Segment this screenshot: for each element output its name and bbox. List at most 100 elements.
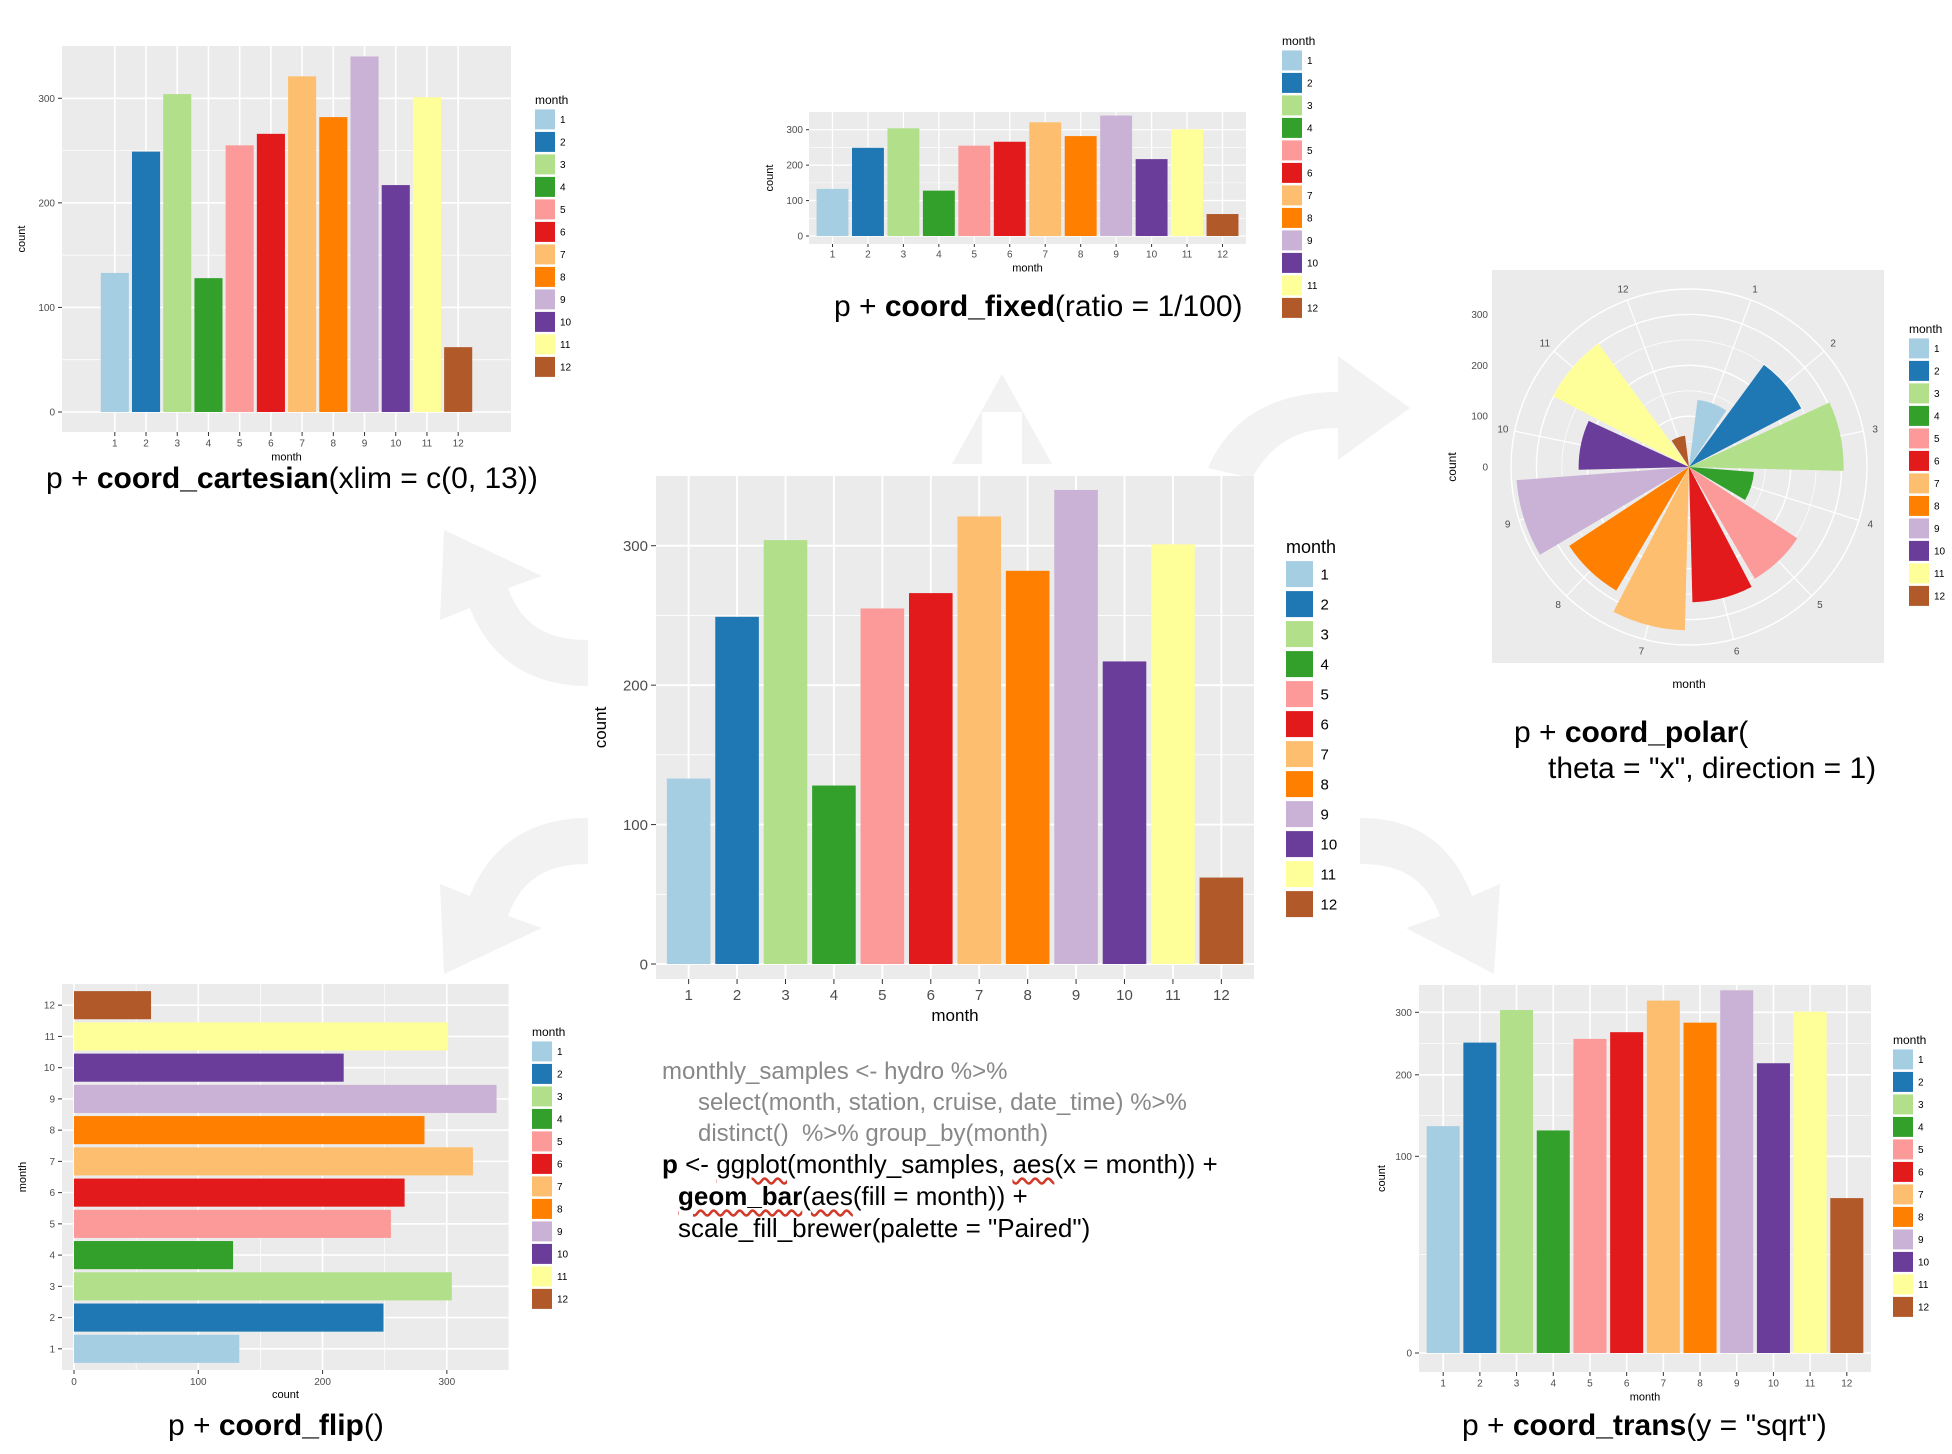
bar-month-3: [887, 128, 920, 236]
x-axis-title: count: [272, 1389, 299, 1401]
wedge-month-2: [1689, 364, 1802, 467]
y-tick-label-200: 200: [786, 161, 803, 172]
theta-label-8: 8: [1555, 600, 1561, 611]
legend-label-1: 1: [1918, 1055, 1924, 1066]
legend-label-5: 5: [1918, 1145, 1924, 1156]
wedge-month-11: [1553, 343, 1689, 467]
legend-label-11: 11: [1934, 569, 1945, 580]
wedge-month-8: [1569, 467, 1689, 591]
legend-label-8: 8: [1307, 214, 1313, 225]
month-tick-label-3: 3: [49, 1282, 55, 1293]
legend-swatch-4: [1286, 651, 1313, 678]
caption-coord-polar-line2: theta = "x", direction = 1): [1548, 752, 1876, 786]
bar-month-2: [852, 147, 884, 236]
legend-label-1: 1: [1321, 567, 1329, 584]
bar-month-12: [1830, 1198, 1864, 1353]
caption-cartesian-post: (xlim = c(0, 13)): [328, 462, 538, 495]
bar-month-9: [74, 1084, 497, 1113]
bar-month-10: [381, 185, 410, 412]
radius-tick-label-200: 200: [1471, 361, 1488, 372]
legend-label-9: 9: [1918, 1235, 1924, 1246]
month-tick-label-1: 1: [49, 1344, 55, 1355]
legend-label-10: 10: [557, 1250, 569, 1261]
code-line-6: scale_fill_brewer(palette = "Paired"): [678, 1213, 1091, 1243]
legend-title: month: [535, 93, 568, 107]
wedge-month-5: [1689, 467, 1798, 579]
code-aes-args-1: (x = month)) +: [1054, 1149, 1218, 1179]
legend-swatch-1: [1282, 50, 1302, 71]
bar-month-4: [922, 190, 955, 236]
legend-swatch-2: [1286, 591, 1313, 618]
bar-month-11: [1171, 129, 1203, 236]
legend-swatch-11: [535, 334, 555, 355]
bar-month-4: [812, 785, 856, 964]
legend-swatch-1: [1893, 1049, 1913, 1070]
legend-swatch-10: [1909, 540, 1929, 561]
y-tick-label-100: 100: [623, 817, 648, 834]
legend-swatch-5: [535, 199, 555, 220]
theta-label-12: 12: [1617, 284, 1629, 295]
month-tick-label-4: 4: [49, 1251, 55, 1262]
y-tick-label-100: 100: [1395, 1152, 1412, 1163]
caption-flip-pre: p +: [168, 1409, 219, 1442]
legend-swatch-1: [1286, 561, 1313, 588]
legend-swatch-7: [1893, 1184, 1913, 1205]
legend-swatch-10: [1893, 1251, 1913, 1272]
caption-fixed-fn: coord_fixed: [884, 290, 1055, 323]
y-axis-title: count: [591, 706, 610, 748]
legend-label-12: 12: [560, 363, 572, 374]
x-tick-label-2: 2: [1477, 1379, 1483, 1390]
legend-label-11: 11: [560, 340, 571, 351]
x-tick-label-7: 7: [299, 439, 305, 450]
caption-cartesian-pre: p +: [46, 462, 97, 495]
count-tick-label-0: 0: [71, 1377, 77, 1388]
legend-label-4: 4: [1918, 1123, 1924, 1134]
arrow-to-flip: [440, 818, 588, 974]
legend-swatch-7: [1282, 185, 1302, 206]
bar-month-6: [993, 141, 1026, 236]
code-line-1: monthly_samples <- hydro %>%: [662, 1058, 1008, 1085]
legend-label-3: 3: [560, 160, 566, 171]
legend-label-7: 7: [1934, 479, 1940, 490]
legend-label-7: 7: [1918, 1190, 1924, 1201]
bar-month-8: [319, 117, 348, 412]
bar-month-10: [1102, 661, 1147, 964]
legend-title: month: [1909, 322, 1942, 336]
x-tick-label-4: 4: [936, 250, 942, 261]
month-tick-label-12: 12: [44, 1001, 56, 1012]
wedge-month-4: [1689, 467, 1754, 501]
bar-month-3: [163, 94, 192, 413]
legend-label-9: 9: [557, 1227, 563, 1238]
legend-swatch-8: [535, 266, 555, 287]
legend-swatch-4: [1893, 1116, 1913, 1137]
legend-swatch-2: [1282, 72, 1302, 93]
legend-swatch-10: [532, 1243, 552, 1264]
legend-swatch-9: [1909, 518, 1929, 539]
legend-label-6: 6: [1321, 717, 1329, 734]
legend-swatch-3: [1909, 383, 1929, 404]
legend-swatch-12: [535, 356, 555, 377]
code-line-2: select(month, station, cruise, date_time…: [698, 1089, 1187, 1116]
month-tick-label-11: 11: [45, 1032, 56, 1043]
legend-label-11: 11: [1918, 1280, 1929, 1291]
legend-swatch-1: [532, 1041, 552, 1062]
bar-month-6: [908, 593, 953, 964]
y-axis-title: count: [16, 226, 28, 253]
legend-swatch-4: [1282, 117, 1302, 138]
bar-month-7: [74, 1147, 473, 1176]
arrow-to-trans: [1360, 818, 1500, 974]
bar-month-3: [1500, 1010, 1534, 1353]
legend-swatch-8: [1282, 207, 1302, 228]
theta-label-3: 3: [1872, 424, 1878, 435]
legend-label-7: 7: [557, 1182, 563, 1193]
legend-label-2: 2: [1934, 367, 1940, 378]
x-tick-label-11: 11: [1805, 1379, 1816, 1390]
x-tick-label-12: 12: [1841, 1379, 1853, 1390]
legend-swatch-9: [535, 289, 555, 310]
legend-label-12: 12: [1307, 304, 1319, 315]
code-line-5: geom_bar(aes(fill = month)) +: [662, 1181, 1028, 1212]
x-tick-label-10: 10: [390, 439, 402, 450]
y-tick-label-0: 0: [797, 232, 803, 243]
